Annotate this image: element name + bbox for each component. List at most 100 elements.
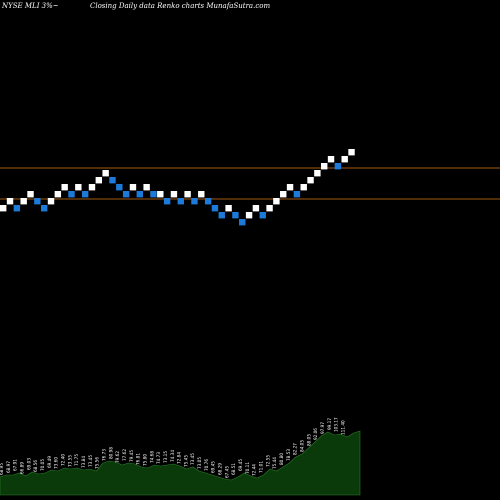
brick-price-label-29: 73.05	[197, 457, 202, 469]
renko-brick-17	[116, 184, 123, 191]
brick-price-label-42: 78.53	[286, 449, 291, 461]
renko-brick-28	[191, 198, 198, 205]
renko-brick-34	[232, 212, 239, 219]
renko-brick-48	[327, 156, 335, 163]
brick-price-label-35: 69.45	[238, 459, 243, 471]
renko-brick-11	[75, 184, 82, 191]
renko-brick-19	[129, 184, 137, 191]
brick-price-label-40: 75.44	[272, 457, 277, 469]
brick-price-label-16: 80.98	[108, 447, 113, 459]
renko-brick-7	[47, 198, 55, 205]
brick-price-label-44: 84.05	[300, 440, 305, 452]
brick-price-label-26: 72.84	[177, 452, 182, 464]
volume-fill	[0, 430, 361, 496]
renko-brick-1	[6, 198, 14, 205]
renko-bricks	[0, 149, 355, 226]
renko-brick-46	[314, 170, 321, 177]
renko-brick-4	[27, 191, 34, 198]
brick-price-label-8: 73.60	[54, 457, 59, 469]
chart-header: NYSE MLI 3%~ Closing Daily data Renko ch…	[1, 2, 270, 10]
renko-brick-40	[273, 198, 280, 205]
brick-price-label-17: 79.62	[115, 451, 120, 463]
brick-price-label-19: 79.45	[129, 450, 134, 462]
brick-price-label-13: 73.45	[88, 455, 93, 467]
renko-brick-8	[54, 191, 62, 198]
renko-brick-9	[61, 184, 68, 191]
brick-price-label-30: 70.76	[204, 459, 209, 471]
volume-area	[0, 430, 361, 496]
renko-brick-24	[163, 198, 171, 205]
brick-price-label-5: 68.56	[33, 460, 38, 472]
brick-price-label-14: 75.56	[95, 457, 100, 469]
renko-brick-22	[150, 191, 157, 198]
brick-price-label-23: 74.73	[156, 452, 161, 464]
renko-brick-30	[204, 198, 212, 205]
brick-price-label-38: 71.01	[259, 461, 264, 473]
brick-price-label-24: 73.15	[163, 451, 168, 463]
brick-price-label-36: 70.11	[245, 462, 250, 474]
renko-brick-14	[95, 177, 103, 184]
renko-brick-36	[245, 212, 253, 219]
brick-price-label-18: 77.62	[122, 449, 127, 461]
brick-price-labels: 68.95 68.97 67.91 66.89 69.03 68.56 70.05 69.49…	[0, 417, 346, 478]
renko-brick-23	[157, 191, 164, 198]
brick-price-label-0: 68.95	[0, 463, 4, 475]
brick-price-label-50: 111.40	[341, 420, 346, 435]
brick-price-label-32: 68.29	[218, 463, 223, 475]
renko-brick-16	[109, 177, 116, 184]
renko-brick-20	[136, 191, 143, 198]
renko-brick-2	[13, 205, 21, 212]
renko-brick-29	[198, 191, 205, 198]
renko-brick-47	[321, 163, 328, 170]
brick-price-label-28: 73.45	[190, 453, 195, 465]
brick-price-label-12: 73.84	[81, 456, 86, 468]
brick-price-label-39: 72.55	[265, 455, 270, 467]
renko-brick-51	[348, 149, 355, 156]
brick-price-label-49: 103.17	[334, 417, 339, 432]
brick-price-label-2: 67.91	[13, 459, 18, 471]
renko-brick-37	[252, 205, 260, 212]
brick-price-label-25: 74.34	[170, 450, 175, 462]
brick-price-label-43: 82.27	[293, 443, 298, 455]
renko-brick-3	[20, 198, 27, 205]
renko-brick-44	[300, 184, 307, 191]
renko-brick-6	[40, 205, 48, 212]
renko-brick-13	[88, 184, 96, 191]
brick-price-label-3: 66.89	[20, 462, 25, 474]
brick-price-label-22: 74.68	[149, 451, 154, 463]
renko-brick-25	[170, 191, 178, 198]
brick-price-label-6: 70.05	[40, 459, 45, 471]
brick-price-label-15: 76.73	[102, 449, 107, 461]
brick-price-label-21: 75.80	[142, 454, 147, 466]
renko-brick-0	[0, 205, 7, 212]
renko-brick-45	[307, 177, 314, 184]
chart-ticker: NYSE MLI 3%~	[1, 2, 59, 10]
renko-brick-31	[211, 205, 219, 212]
renko-brick-18	[122, 191, 130, 198]
renko-brick-32	[218, 212, 225, 219]
renko-brick-33	[225, 205, 232, 212]
renko-brick-49	[334, 163, 342, 170]
brick-price-label-31: 69.45	[211, 461, 216, 473]
brick-price-label-48: 99.17	[327, 418, 332, 430]
renko-brick-15	[102, 170, 109, 177]
brick-price-label-37: 72.44	[252, 464, 257, 476]
renko-brick-42	[286, 184, 294, 191]
renko-brick-5	[34, 198, 41, 205]
brick-price-label-11: 71.75	[74, 454, 79, 466]
renko-brick-39	[266, 205, 273, 212]
renko-brick-50	[341, 156, 348, 163]
horizontal-levels	[0, 167, 500, 200]
brick-price-label-33: 67.45	[224, 466, 229, 478]
brick-price-label-41: 80.80	[279, 453, 284, 465]
brick-price-label-9: 72.40	[61, 454, 66, 466]
renko-brick-43	[293, 191, 301, 198]
renko-brick-41	[280, 191, 287, 198]
brick-price-label-47: 97.97	[320, 422, 325, 434]
renko-brick-12	[81, 191, 89, 198]
chart-subtitle: Closing Daily data Renko charts MunafaSu…	[90, 2, 270, 10]
renko-brick-27	[184, 191, 191, 198]
renko-brick-35	[239, 219, 246, 226]
